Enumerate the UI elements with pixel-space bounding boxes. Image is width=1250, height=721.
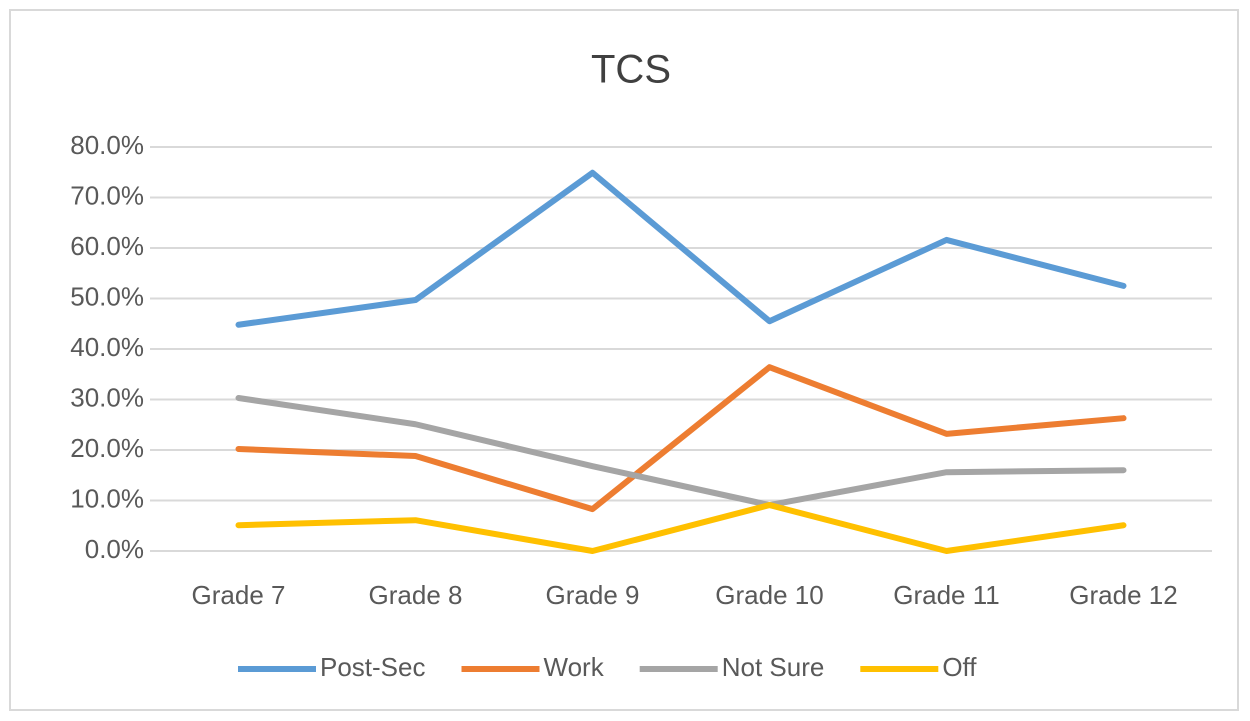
series-line bbox=[235, 502, 1127, 554]
series-line bbox=[235, 394, 1127, 509]
legend-label: Work bbox=[544, 652, 605, 682]
x-tick-label: Grade 12 bbox=[1069, 580, 1177, 610]
legend-label: Off bbox=[942, 652, 977, 682]
y-tick-label: 50.0% bbox=[70, 281, 144, 311]
chart-border bbox=[9, 9, 1239, 711]
y-tick-label: 70.0% bbox=[70, 180, 144, 210]
series-line bbox=[235, 169, 1127, 328]
chart-title: TCS bbox=[591, 48, 671, 92]
legend-label: Not Sure bbox=[722, 652, 825, 682]
x-tick-label: Grade 9 bbox=[546, 580, 640, 610]
legend-label: Post-Sec bbox=[320, 652, 426, 682]
y-tick-label: 60.0% bbox=[70, 231, 144, 261]
x-tick-label: Grade 11 bbox=[893, 580, 999, 610]
x-tick-label: Grade 8 bbox=[369, 580, 463, 610]
y-tick-label: 10.0% bbox=[70, 483, 144, 513]
y-tick-label: 40.0% bbox=[70, 332, 144, 362]
x-tick-label: Grade 10 bbox=[715, 580, 823, 610]
y-tick-label: 0.0% bbox=[85, 534, 144, 564]
y-tick-label: 80.0% bbox=[70, 130, 144, 160]
y-tick-label: 20.0% bbox=[70, 433, 144, 463]
x-tick-label: Grade 7 bbox=[192, 580, 286, 610]
series-line bbox=[235, 364, 1127, 513]
y-tick-label: 30.0% bbox=[70, 382, 144, 412]
